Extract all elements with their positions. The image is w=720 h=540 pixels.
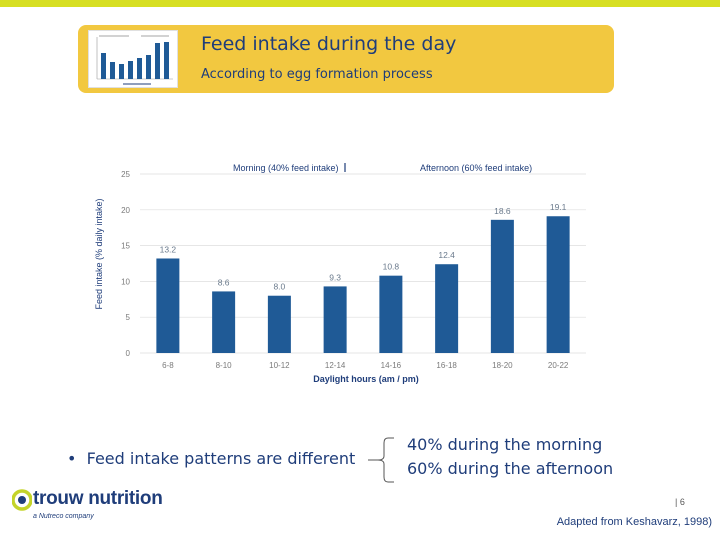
x-tick-label: 10-12 xyxy=(269,361,290,370)
data-label: 10.8 xyxy=(383,262,400,272)
x-tick-label: 14-16 xyxy=(381,361,402,370)
brand-logo-text: trouw nutrition xyxy=(33,488,163,509)
source-citation: Adapted from Keshavarz, 1998) xyxy=(556,516,712,528)
bar-18-20 xyxy=(490,219,514,353)
data-label: 12.4 xyxy=(438,250,455,260)
data-label: 9.3 xyxy=(329,272,341,282)
x-tick-label: 16-18 xyxy=(436,361,457,370)
y-tick-label: 20 xyxy=(121,206,130,215)
bar-20-22 xyxy=(546,216,570,353)
x-tick-label: 8-10 xyxy=(216,361,233,370)
page-number: | 6 xyxy=(675,497,685,507)
afternoon-percentage: 60% during the afternoon xyxy=(407,459,614,478)
trouw-logo-icon xyxy=(12,489,32,511)
y-tick-label: 25 xyxy=(121,170,130,179)
brand-tagline: a Nutreco company xyxy=(33,513,94,520)
y-tick-label: 15 xyxy=(121,242,130,251)
bar-12-14 xyxy=(323,286,347,353)
x-tick-label: 6-8 xyxy=(162,361,174,370)
x-axis-label: Daylight hours (am / pm) xyxy=(313,374,419,384)
y-tick-label: 10 xyxy=(121,277,130,286)
feed-intake-bar-chart: 0 5 10 15 20 25 13.2 6-8 8.6 8-10 8.0 10-12 9.3 12-1… xyxy=(94,163,586,384)
y-tick-label: 0 xyxy=(126,349,131,358)
bar-8-10 xyxy=(212,291,236,353)
y-tick-label: 5 xyxy=(126,313,131,322)
chart-thumbnail xyxy=(88,30,178,88)
bar-14-16 xyxy=(379,275,403,353)
morning-annotation: Morning (40% feed intake) xyxy=(233,163,339,173)
data-label: 19.1 xyxy=(550,202,567,212)
bar-16-18 xyxy=(435,264,459,353)
page-title: Feed intake during the day xyxy=(201,33,457,55)
data-label: 8.6 xyxy=(218,277,230,287)
afternoon-annotation: Afternoon (60% feed intake) xyxy=(420,163,532,173)
x-tick-label: 20-22 xyxy=(548,361,569,370)
top-accent-bar xyxy=(0,0,720,7)
bullet-point: • Feed intake patterns are different xyxy=(67,449,356,468)
data-label: 13.2 xyxy=(160,244,177,254)
bar-10-12 xyxy=(267,295,291,353)
x-tick-label: 12-14 xyxy=(325,361,346,370)
morning-percentage: 40% during the morning xyxy=(407,435,603,454)
curly-bracket xyxy=(368,437,394,483)
page-subtitle: According to egg formation process xyxy=(201,67,433,82)
bar-6-8 xyxy=(156,258,180,353)
data-label: 8.0 xyxy=(273,282,285,292)
x-tick-label: 18-20 xyxy=(492,361,513,370)
bullet-text: Feed intake patterns are different xyxy=(86,449,356,468)
data-label: 18.6 xyxy=(494,206,511,216)
y-axis-label: Feed intake (% daily intake) xyxy=(94,198,104,309)
